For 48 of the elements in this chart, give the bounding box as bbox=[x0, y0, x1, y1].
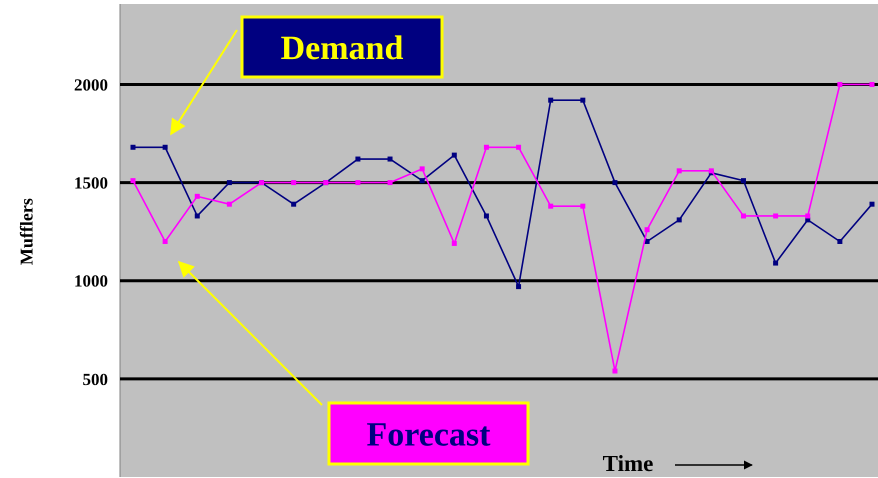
point bbox=[484, 213, 489, 218]
point bbox=[130, 144, 136, 150]
text: Demand bbox=[280, 30, 404, 67]
y-axis-title: Mufflers bbox=[16, 198, 36, 266]
point bbox=[837, 238, 842, 244]
point bbox=[644, 227, 650, 232]
y-tick-label: 1500 bbox=[74, 174, 108, 193]
point bbox=[194, 194, 200, 199]
point bbox=[676, 168, 682, 174]
point bbox=[355, 156, 360, 162]
point bbox=[580, 98, 586, 103]
point bbox=[612, 180, 618, 186]
point bbox=[870, 202, 874, 207]
y-tick-label: 500 bbox=[82, 370, 108, 389]
point bbox=[291, 202, 296, 207]
point bbox=[870, 82, 874, 87]
point bbox=[388, 156, 393, 162]
point bbox=[162, 238, 168, 244]
point bbox=[452, 240, 457, 246]
point bbox=[773, 260, 778, 266]
point bbox=[516, 284, 522, 290]
point bbox=[612, 368, 618, 374]
point bbox=[452, 152, 457, 158]
point bbox=[484, 144, 489, 150]
point bbox=[194, 213, 200, 218]
point bbox=[516, 144, 522, 150]
point bbox=[226, 180, 232, 186]
point bbox=[740, 178, 746, 184]
point bbox=[548, 98, 554, 103]
x-axis-title: Time bbox=[602, 451, 654, 476]
point bbox=[837, 82, 842, 87]
point bbox=[162, 144, 168, 150]
point bbox=[740, 213, 746, 218]
point bbox=[226, 202, 232, 207]
point bbox=[580, 204, 586, 209]
y-tick-label: 2000 bbox=[74, 75, 108, 94]
point bbox=[355, 180, 360, 186]
point bbox=[420, 166, 425, 172]
point bbox=[548, 204, 554, 209]
point bbox=[805, 213, 810, 218]
point bbox=[291, 180, 296, 186]
point bbox=[388, 180, 393, 186]
point bbox=[130, 178, 136, 184]
point bbox=[676, 217, 682, 222]
text: Forecast bbox=[366, 416, 492, 454]
y-tick-label: 1000 bbox=[74, 272, 108, 291]
point bbox=[420, 178, 425, 184]
point bbox=[773, 213, 778, 218]
